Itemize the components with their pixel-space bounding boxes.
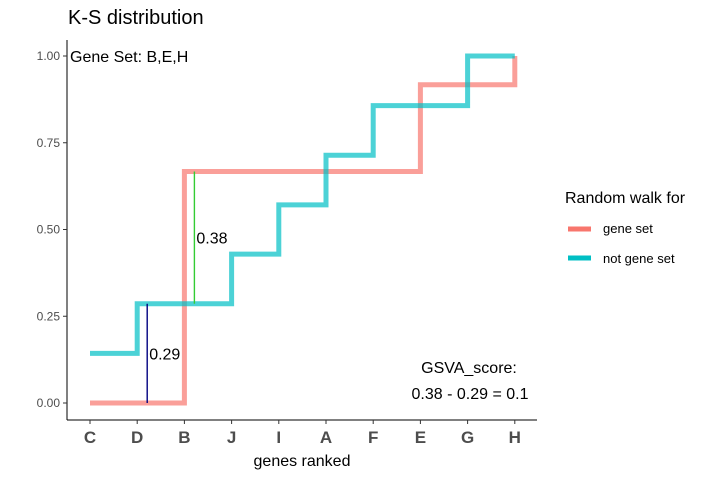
y-tick-label: 0.00 [37, 396, 61, 410]
x-tick-label: F [368, 428, 378, 447]
y-tick-label: 1.00 [37, 49, 61, 63]
max-positive-value-label: 0.38 [196, 231, 227, 248]
y-tick-label: 0.50 [37, 223, 61, 237]
x-tick-label: H [509, 428, 521, 447]
legend-label-gene-set: gene set [603, 221, 653, 236]
legend: Random walk for gene set not gene set [565, 190, 686, 266]
score-label: GSVA_score: [421, 360, 517, 377]
x-tick-label: C [84, 428, 96, 447]
x-tick-label: G [461, 428, 474, 447]
x-tick-label: I [276, 428, 281, 447]
y-tick-label: 0.75 [37, 136, 61, 150]
legend-title: Random walk for [565, 190, 686, 207]
x-tick-label: A [320, 428, 332, 447]
score-formula: 0.38 - 0.29 = 0.1 [412, 386, 529, 403]
y-axis-ticks: 0.00 0.25 0.50 0.75 1.00 [37, 49, 67, 410]
x-tick-label: E [415, 428, 426, 447]
x-axis-label: genes ranked [254, 453, 351, 470]
plot-area: 0.38 0.29 [90, 53, 518, 406]
x-tick-label: B [178, 428, 190, 447]
legend-label-not-gene-set: not gene set [603, 251, 675, 266]
series-line-not-gene-set [90, 53, 515, 356]
max-negative-value-label: 0.29 [149, 346, 180, 363]
y-tick-label: 0.25 [37, 309, 61, 323]
x-tick-label: J [227, 428, 236, 447]
x-tick-label: D [131, 428, 143, 447]
gene-set-annotation: Gene Set: B,E,H [70, 49, 188, 66]
chart-title: K-S distribution [68, 7, 204, 29]
